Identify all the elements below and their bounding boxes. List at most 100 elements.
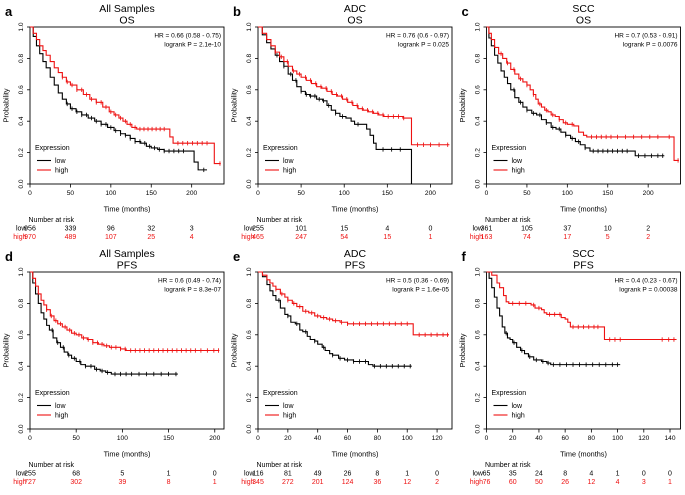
x-tick-label: 150 [163,435,174,442]
x-tick-label: 60 [344,435,352,442]
risk-value: 26 [344,471,352,478]
risk-value: 4 [190,234,194,241]
x-tick-label: 150 [146,190,157,197]
risk-value: 465 [252,234,264,241]
risk-row-label-low: low [244,471,255,478]
x-axis-label: Time (months) [104,450,151,459]
survival-curve-low [486,26,665,157]
risk-row-label-high: high [470,234,483,241]
chart-title: ADC [344,3,367,15]
logrank-annotation: logrank P = 8.3e-07 [164,287,221,294]
x-tick-label: 150 [382,190,393,197]
risk-row-label-high: high [241,234,254,241]
risk-value: 302 [70,479,82,486]
y-tick-label: 0.6 [18,85,25,94]
survival-curve-low [486,271,621,366]
risk-row-label-high: high [241,479,254,486]
risk-value: 17 [563,234,571,241]
risk-value: 727 [24,479,36,486]
risk-value: 339 [65,226,77,233]
y-tick-label: 0.0 [246,424,253,433]
logrank-annotation: logrank P = 0.025 [398,42,449,49]
chart-title: All Samples [99,3,154,15]
survival-curve-high [486,26,679,161]
risk-value: 36 [373,479,381,486]
risk-value: 2 [435,479,439,486]
panel-b: b ADC OS 0.0 0.2 0.4 0.6 0.8 1.0 Probability 0 50 10… [228,0,456,245]
legend-label-low: low [512,403,523,410]
risk-row-label-high: high [470,479,483,486]
y-tick-label: 1.0 [18,267,25,276]
y-tick-label: 0.8 [246,53,253,62]
survival-curve-low [258,26,413,184]
chart-subtitle: OS [576,15,591,27]
x-tick-label: 20 [284,435,292,442]
legend-label-low: low [283,403,294,410]
risk-value: 4 [589,471,593,478]
risk-table-title: Number at risk [29,462,75,469]
risk-value: 74 [523,234,531,241]
hr-annotation: HR = 0.76 (0.6 - 0.97) [386,33,449,40]
risk-value: 345 [252,479,264,486]
x-axis-label: Time (months) [332,205,379,214]
risk-value: 255 [24,471,36,478]
risk-value: 26 [561,479,569,486]
survival-curve-low [30,26,208,171]
x-tick-label: 40 [535,435,543,442]
y-axis-label: Probability [2,333,11,367]
y-tick-label: 0.6 [246,330,253,339]
risk-value: 163 [481,234,493,241]
chart-subtitle: PFS [117,260,137,272]
risk-value: 1 [213,479,217,486]
risk-value: 255 [252,226,264,233]
risk-value: 1 [405,471,409,478]
x-tick-label: 40 [314,435,322,442]
x-tick-label: 60 [561,435,569,442]
y-tick-label: 0.0 [475,179,482,188]
y-tick-label: 0.8 [246,298,253,307]
plot-box [29,271,225,430]
logrank-annotation: logrank P = 2.1e-10 [164,42,221,49]
x-tick-label: 0 [28,435,32,442]
legend-title: Expression [35,390,70,397]
survival-curve-high [258,26,450,146]
x-tick-label: 120 [432,435,443,442]
legend-label-high: high [512,412,525,419]
legend-label-low: low [512,158,523,165]
y-axis-label: Probability [2,88,11,122]
x-axis-label: Time (months) [332,450,379,459]
survival-curve-low [258,271,412,367]
legend-title: Expression [492,390,527,397]
y-tick-label: 0.4 [475,361,482,370]
y-tick-label: 0.0 [246,179,253,188]
x-tick-label: 100 [339,190,350,197]
risk-table-title: Number at risk [257,217,303,224]
legend-title: Expression [35,145,70,152]
y-tick-label: 0.6 [246,85,253,94]
risk-value: 3 [190,226,194,233]
y-tick-label: 0.4 [18,361,25,370]
y-tick-label: 1.0 [246,267,253,276]
x-axis-label: Time (months) [560,450,607,459]
chart-subtitle: PFS [345,260,365,272]
x-tick-label: 100 [402,435,413,442]
y-tick-label: 0.6 [475,330,482,339]
y-tick-label: 0.8 [475,298,482,307]
panel-letter: c [462,4,469,19]
y-tick-label: 0.8 [18,53,25,62]
risk-value: 3 [642,479,646,486]
y-tick-label: 1.0 [475,267,482,276]
x-tick-label: 200 [186,190,197,197]
survival-curve-high [30,271,220,352]
x-tick-label: 100 [117,435,128,442]
y-tick-label: 0.0 [475,424,482,433]
y-tick-label: 0.2 [18,148,25,157]
risk-value: 8 [167,479,171,486]
risk-value: 4 [385,226,389,233]
x-tick-label: 0 [256,435,260,442]
plot-box [486,26,681,185]
risk-value: 68 [72,471,80,478]
risk-value: 489 [65,234,77,241]
